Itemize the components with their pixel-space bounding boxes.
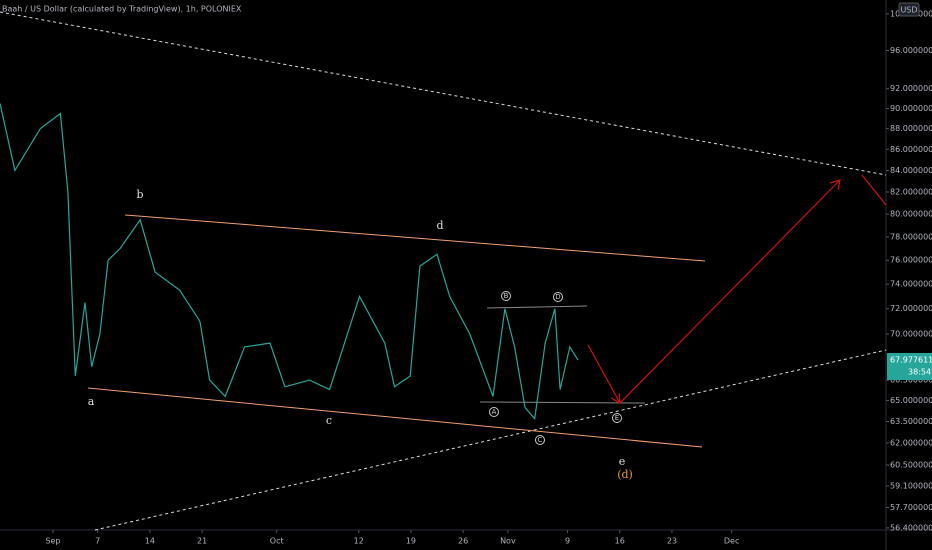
y-tick-label: 80.00000000 (890, 210, 932, 219)
x-tick-label: 26 (458, 537, 468, 546)
wave-label: C (538, 436, 543, 444)
y-tick-label: 92.00000000 (890, 84, 932, 93)
y-tick-label: 78.00000000 (890, 232, 932, 241)
wave-circle (501, 291, 511, 301)
arrow-head (610, 392, 621, 405)
countdown: 38:54 (908, 368, 931, 377)
last-price: 67.97761170 (890, 356, 932, 365)
y-tick-label: 59.10000000 (890, 481, 932, 490)
y-tick-label: 96.00000000 (890, 46, 932, 55)
wave-label: d (436, 219, 443, 232)
wave-label: D (555, 293, 560, 301)
x-tick-label: 16 (615, 537, 625, 546)
wave-label: E (615, 414, 619, 422)
x-tick-label: Sep (45, 537, 60, 546)
wave-circle (553, 292, 563, 302)
y-tick-label: 84.00000000 (890, 166, 932, 175)
y-tick-label: 56.40000000 (890, 523, 932, 532)
y-tick-label: 74.00000000 (890, 280, 932, 289)
x-tick-label: Oct (270, 537, 284, 546)
x-tick-label: 14 (145, 537, 155, 546)
wave-label: c (326, 414, 332, 427)
x-tick-label: 21 (197, 537, 207, 546)
y-tick-label: 60.50000000 (890, 460, 932, 469)
x-tick-label: 9 (565, 537, 570, 546)
x-tick-label: Dec (724, 537, 739, 546)
wave-circle (612, 413, 622, 423)
last-price-box (887, 353, 932, 380)
chart-title: Baah / US Dollar (calculated by TradingV… (2, 5, 242, 14)
wave-label: b (136, 188, 143, 201)
wave-label: A (492, 408, 497, 416)
currency-badge (898, 2, 920, 17)
level-line (486, 305, 588, 309)
channel-line (124, 214, 706, 262)
level-line (479, 401, 646, 404)
y-tick-label: 65.00000000 (890, 396, 932, 405)
y-tick-label: 82.00000000 (890, 188, 932, 197)
y-tick-label: 63.50000000 (890, 417, 932, 426)
x-tick-label: 23 (667, 537, 677, 546)
y-tick-label: 66.50000000 (890, 376, 932, 385)
plot (0, 103, 579, 421)
projection-arrow (861, 174, 887, 206)
y-tick-label: 62.00000000 (890, 438, 932, 447)
y-tick-label: 86.00000000 (890, 145, 932, 154)
y-tick-label: 72.00000000 (890, 304, 932, 313)
wave-circle (489, 407, 499, 417)
x-tick-label: 7 (95, 537, 100, 546)
x-tick-label: Nov (500, 537, 516, 546)
y-tick-label: 76.00000000 (890, 256, 932, 265)
y-tick-label: 70.00000000 (890, 330, 932, 339)
drawings (0, 11, 887, 531)
wave-label: a (88, 395, 95, 408)
y-tick-label: 57.70000000 (890, 503, 932, 512)
x-tick-label: 19 (406, 537, 416, 546)
channel-line (87, 387, 703, 448)
y-tick-label: 88.00000000 (890, 124, 932, 133)
wave-label: e (619, 455, 626, 468)
wave-circle (535, 435, 545, 445)
wave-label: (d) (617, 468, 633, 481)
currency: USD (900, 6, 917, 15)
y-tick-label: 90.00000000 (890, 104, 932, 113)
x-tick-label: 12 (354, 537, 364, 546)
trendline (0, 11, 887, 176)
axes: 100.0000000096.0000000092.0000000090.000… (45, 9, 932, 545)
price-line (0, 103, 579, 421)
wave-label: B (504, 292, 509, 300)
arrow-head (829, 179, 841, 191)
